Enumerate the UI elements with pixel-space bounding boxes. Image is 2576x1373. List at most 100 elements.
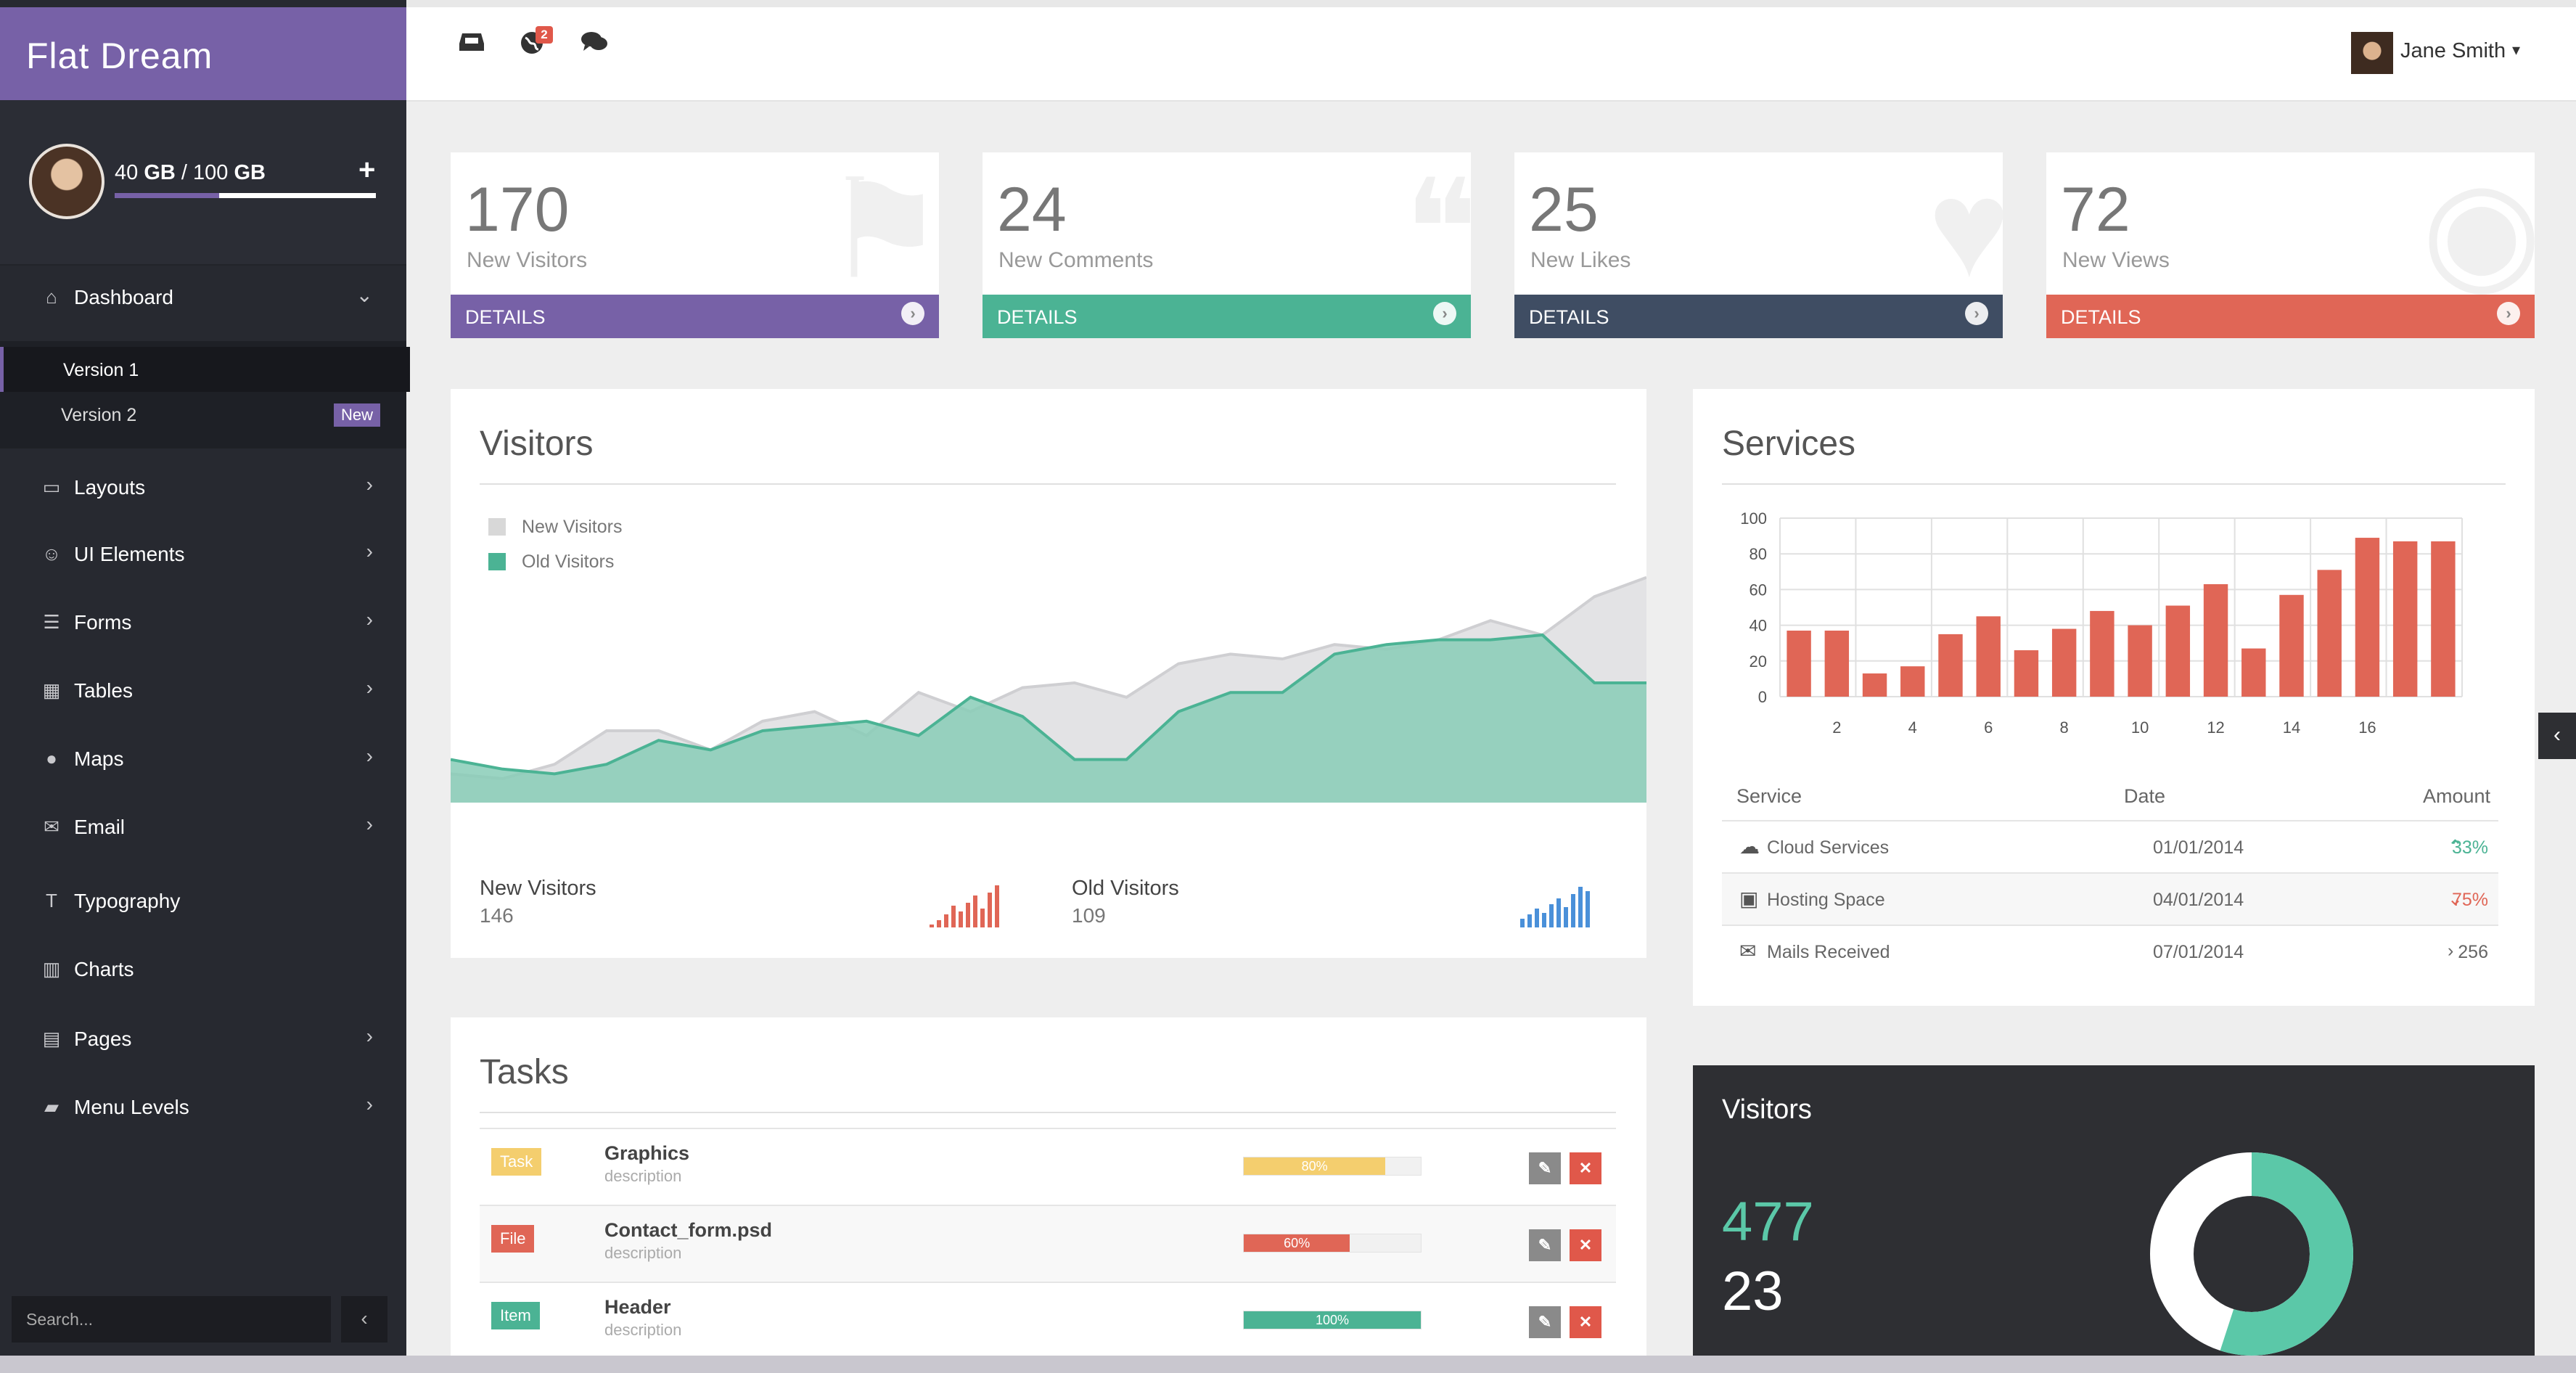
details-button[interactable]: DETAILS › — [2046, 295, 2535, 338]
summary-value: 146 — [480, 904, 514, 927]
panel-title: Services — [1722, 425, 1856, 463]
column-header: Date — [2124, 785, 2166, 807]
summary-label: New Visitors — [480, 877, 596, 900]
y-tick-label: 80 — [1750, 545, 1767, 563]
envelope-icon: ✉ — [44, 816, 60, 837]
x-tick-label: 8 — [2060, 718, 2069, 737]
task-row: Item Header description 100% ✎ ✕ — [480, 1282, 1616, 1360]
x-tick-label: 12 — [2207, 718, 2224, 737]
bar — [1787, 630, 1811, 697]
table-row: ✉ Mails Received 07/01/2014 › 256 — [1722, 925, 2498, 978]
service-name: Mails Received — [1767, 942, 1890, 962]
panel-title: Visitors — [1722, 1094, 1812, 1125]
legend-item: New Visitors — [488, 517, 622, 538]
brand-logo[interactable]: Flat Dream — [26, 36, 213, 76]
details-button[interactable]: DETAILS › — [983, 295, 1471, 338]
legend-item: Old Visitors — [488, 552, 614, 573]
sidebar-item-ui-elements[interactable]: ☺ UI Elements › — [0, 521, 406, 589]
edit-button[interactable]: ✎ — [1529, 1229, 1561, 1261]
sidebar-item-label: Forms — [74, 611, 132, 634]
sidebar-item-label: Layouts — [74, 476, 146, 499]
submenu-item-version-2[interactable]: Version 2 New — [0, 392, 406, 437]
edit-button[interactable]: ✎ — [1529, 1152, 1561, 1184]
chevron-icon: › — [366, 1093, 373, 1115]
sidebar-item-maps[interactable]: ● Maps › — [0, 726, 406, 794]
chevron-icon: › — [366, 608, 373, 631]
sidebar-search-input[interactable]: Search... — [12, 1296, 331, 1343]
top-header — [406, 7, 2576, 102]
sidebar-item-label: Dashboard — [74, 286, 173, 308]
service-name: Hosting Space — [1767, 890, 1885, 910]
add-storage-button[interactable]: + — [358, 154, 376, 186]
details-button[interactable]: DETAILS › — [451, 295, 939, 338]
bar — [2165, 605, 2191, 697]
line-series — [451, 575, 1646, 781]
service-amount: 33% — [2451, 837, 2488, 858]
sidebar-item-pages[interactable]: ▤ Pages › — [0, 1006, 406, 1074]
comments-icon[interactable] — [581, 30, 608, 59]
right-panel-toggle[interactable]: ‹ — [2538, 713, 2576, 759]
stat-value: 24 — [997, 175, 1067, 245]
header-avatar[interactable] — [2351, 32, 2393, 74]
desktop-icon: ▭ — [42, 476, 61, 498]
file-icon: ▤ — [42, 1028, 61, 1049]
sparkline-bar — [930, 925, 934, 927]
sidebar-item-label: Menu Levels — [74, 1096, 189, 1118]
visitors-donut-panel: Visitors 477 23 — [1693, 1065, 2535, 1373]
sidebar-item-layouts[interactable]: ▭ Layouts › — [0, 454, 406, 522]
caret-down-icon[interactable]: ▾ — [2512, 41, 2521, 59]
sidebar-item-forms[interactable]: ☰ Forms › — [0, 589, 406, 657]
bar — [2051, 628, 2077, 697]
edit-button[interactable]: ✎ — [1529, 1306, 1561, 1338]
x-tick-label: 4 — [1908, 718, 1917, 737]
task-progress-bar: 100% — [1243, 1311, 1422, 1329]
sidebar-item-typography[interactable]: T Typography — [0, 868, 406, 936]
arrow-circle-right-icon: › — [901, 302, 924, 325]
sidebar-item-menu-levels[interactable]: ▰ Menu Levels › — [0, 1074, 406, 1142]
arrow-circle-right-icon: › — [2497, 302, 2520, 325]
map-marker-icon: ● — [46, 747, 57, 769]
dashboard-submenu: Version 1 Version 2 New — [0, 341, 410, 448]
service-name: Cloud Services — [1767, 837, 1890, 858]
chevron-down-icon: ⌄ — [2448, 889, 2463, 909]
heart-icon: ♥ — [1928, 152, 2003, 306]
chevron-icon: › — [366, 813, 373, 835]
bar — [1976, 616, 2001, 697]
avatar[interactable] — [29, 144, 104, 219]
details-button[interactable]: DETAILS › — [1514, 295, 2003, 338]
stat-value: 170 — [465, 175, 570, 245]
sidebar-item-label: Maps — [74, 747, 124, 770]
delete-button[interactable]: ✕ — [1570, 1152, 1601, 1184]
sparkline-bar — [959, 911, 963, 927]
donut-segment — [2150, 1152, 2353, 1356]
delete-button[interactable]: ✕ — [1570, 1229, 1601, 1261]
service-date: 07/01/2014 — [2153, 942, 2244, 962]
area-series-old-visitors — [451, 635, 1646, 803]
sidebar-item-email[interactable]: ✉ Email › — [0, 794, 406, 862]
submenu-item-version-1[interactable]: Version 1 — [0, 347, 410, 392]
y-tick-label: 40 — [1750, 617, 1767, 635]
sidebar-item-charts[interactable]: ▥ Charts — [0, 936, 406, 1004]
service-date: 01/01/2014 — [2153, 837, 2244, 858]
delete-button[interactable]: ✕ — [1570, 1306, 1601, 1338]
inbox-icon: ▣ — [1739, 888, 1759, 910]
task-name: Contact_form.psd — [604, 1219, 773, 1241]
visitors-panel: Visitors New Visitors Old Visitors New V… — [451, 389, 1646, 958]
sidebar-item-tables[interactable]: ▦ Tables › — [0, 657, 406, 726]
bar — [2355, 538, 2380, 697]
bar-chart-icon: ▥ — [42, 958, 61, 980]
top-border — [406, 0, 2576, 7]
inbox-icon[interactable] — [459, 30, 484, 59]
task-tag: File — [491, 1225, 535, 1253]
details-label: DETAILS — [997, 306, 1078, 328]
new-visitors-sparkline — [930, 885, 999, 927]
service-amount: 256 — [2458, 942, 2488, 962]
stat-card: ♥ 25 New Likes DETAILS › — [1514, 152, 2003, 338]
user-name[interactable]: Jane Smith — [2400, 39, 2506, 62]
collapse-sidebar-button[interactable]: ‹ — [341, 1296, 387, 1343]
sparkline-bar — [1564, 907, 1568, 927]
cloud-icon: ☁ — [1739, 835, 1760, 858]
y-tick-label: 0 — [1758, 688, 1767, 706]
sidebar-item-dashboard[interactable]: ⌂ Dashboard ⌄ — [0, 264, 406, 332]
x-tick-label: 16 — [2358, 718, 2376, 737]
